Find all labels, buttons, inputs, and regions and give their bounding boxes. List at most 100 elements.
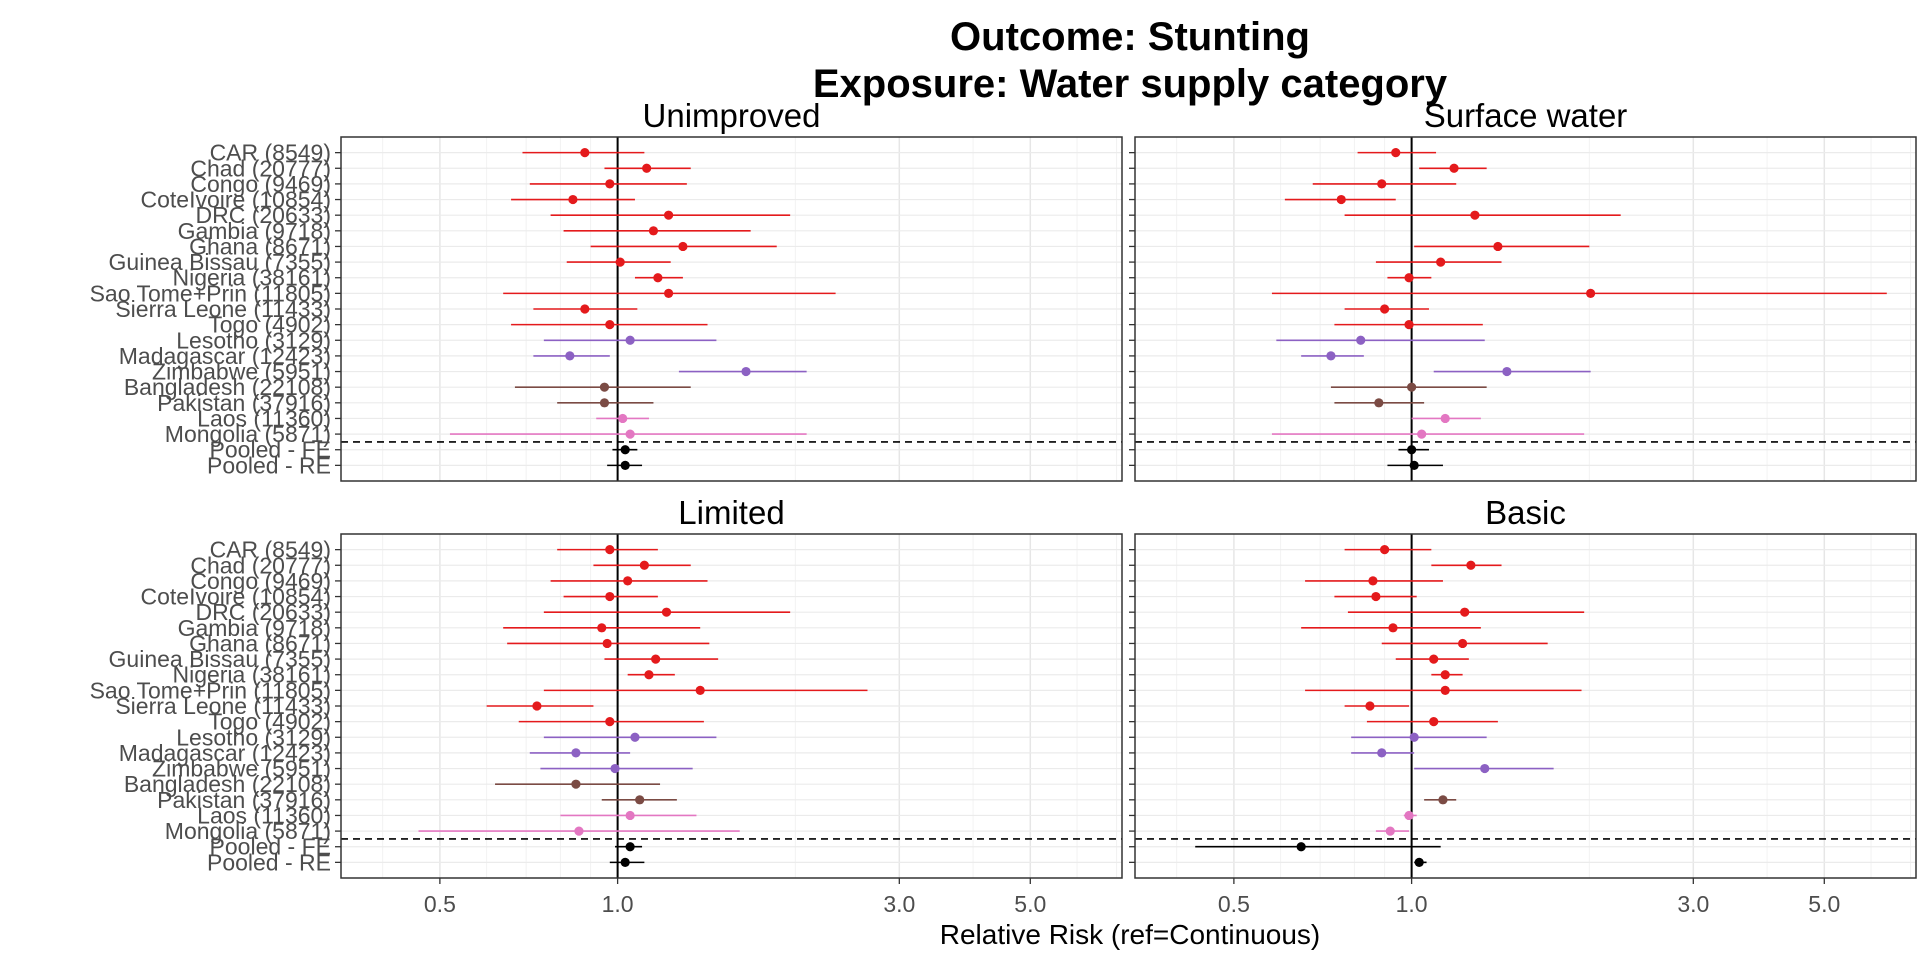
row-label: Pakistan (37916): [157, 390, 331, 416]
point-estimate: [1326, 351, 1336, 361]
point-estimate: [664, 210, 674, 220]
point-estimate: [1377, 179, 1387, 189]
point-estimate: [599, 398, 610, 408]
x-tick-label: 0.5: [1218, 891, 1250, 917]
row-label: Guinea Bissau (7355): [109, 646, 331, 672]
point-estimate: [1480, 763, 1490, 774]
point-estimate: [620, 857, 630, 867]
point-estimate: [695, 685, 705, 695]
point-estimate: [1336, 194, 1346, 205]
point-estimate: [1409, 732, 1419, 742]
row-label: Ghana (8671): [189, 233, 331, 259]
row-label: Togo (4902): [208, 312, 331, 338]
point-estimate: [574, 826, 584, 836]
panel-title: Basic: [1485, 494, 1566, 531]
point-estimate: [1458, 638, 1468, 649]
point-estimate: [678, 241, 688, 252]
point-estimate: [644, 670, 654, 680]
point-estimate: [625, 810, 635, 821]
point-estimate: [620, 445, 630, 455]
row-label: Sao Tome+Prin (11805): [90, 677, 331, 703]
row-label: CoteIvoire (10854): [141, 584, 332, 610]
point-estimate: [1417, 429, 1427, 439]
point-estimate: [1377, 748, 1387, 758]
point-estimate: [605, 545, 615, 555]
row-label: Lesotho (3129): [176, 724, 331, 750]
point-estimate: [605, 320, 615, 330]
point-estimate: [1388, 623, 1398, 633]
x-tick-label: 3.0: [883, 891, 915, 917]
chart-title-line-1: Outcome: Stunting: [950, 15, 1310, 59]
row-label: Laos (11360): [197, 802, 331, 828]
point-estimate: [1380, 545, 1390, 555]
point-estimate: [1404, 273, 1414, 283]
point-estimate: [1409, 460, 1419, 470]
row-label: Ghana (8671): [189, 630, 331, 656]
row-label: Lesotho (3129): [176, 327, 331, 353]
x-tick-label: 5.0: [1014, 891, 1046, 917]
panel-unimproved: Unimproved CAR (8549)Chad (20777)Congo (9…: [90, 97, 1123, 482]
point-estimate: [635, 795, 645, 805]
point-estimate: [1296, 842, 1306, 852]
point-estimate: [565, 351, 575, 361]
point-estimate: [1440, 685, 1450, 695]
point-estimate: [1404, 320, 1414, 330]
x-axis-title: Relative Risk (ref=Continuous): [940, 919, 1321, 950]
row-label: Madagascar (12423): [119, 740, 331, 766]
point-estimate: [1368, 576, 1378, 586]
point-estimate: [615, 257, 625, 267]
point-estimate: [580, 148, 590, 158]
panel-title: Surface water: [1424, 97, 1628, 134]
point-estimate: [625, 429, 635, 439]
x-tick-label: 1.0: [602, 891, 634, 917]
x-tick-label: 0.5: [424, 891, 456, 917]
point-estimate: [618, 413, 628, 424]
row-label: Nigeria (38161): [172, 265, 331, 291]
point-estimate: [568, 194, 578, 205]
point-estimate: [1466, 560, 1476, 570]
row-label: Zimbabwe (5951): [152, 359, 331, 385]
row-label: Togo (4902): [208, 709, 331, 735]
row-label: Sierra Leone (11433): [115, 693, 331, 719]
panel-surface-water: Surface water: [1129, 97, 1917, 482]
panel-limited: Limited CAR (8549)Chad (20777)Congo (9469…: [90, 494, 1123, 917]
row-label: Pooled - RE: [207, 849, 331, 875]
point-estimate: [1436, 257, 1446, 267]
point-estimate: [610, 763, 620, 774]
point-estimate: [620, 460, 630, 470]
point-estimate: [1407, 445, 1417, 455]
row-label: Laos (11360): [197, 405, 331, 431]
row-label: Pooled - FE: [210, 437, 331, 463]
point-estimate: [630, 732, 640, 742]
point-estimate: [605, 591, 615, 602]
point-estimate: [1449, 163, 1459, 173]
row-label: CAR (8549): [210, 537, 331, 563]
row-label: Pakistan (37916): [157, 787, 331, 813]
point-estimate: [1391, 148, 1401, 158]
point-estimate: [1371, 591, 1381, 602]
x-tick-label: 3.0: [1677, 891, 1709, 917]
point-estimate: [1365, 701, 1375, 711]
point-estimate: [571, 779, 581, 789]
row-label: Bangladesh (22108): [124, 374, 331, 400]
point-estimate: [664, 288, 674, 298]
point-estimate: [623, 576, 633, 586]
point-estimate: [1404, 810, 1414, 821]
row-label: DRC (20633): [196, 202, 332, 228]
point-estimate: [653, 273, 663, 283]
point-estimate: [1374, 398, 1384, 408]
row-label: Sierra Leone (11433): [115, 296, 331, 322]
point-estimate: [597, 623, 607, 633]
row-label: Pooled - RE: [207, 452, 331, 478]
row-label: Bangladesh (22108): [124, 771, 331, 797]
panel-basic: Basic 0.5 1.0 3.0 5.0: [1129, 494, 1917, 917]
point-estimate: [1460, 607, 1470, 617]
point-estimate: [605, 717, 615, 727]
point-estimate: [642, 163, 652, 173]
row-label: Congo (9469): [190, 171, 331, 197]
row-label: DRC (20633): [196, 599, 332, 625]
point-estimate: [1429, 717, 1439, 727]
point-estimate: [1440, 413, 1450, 424]
